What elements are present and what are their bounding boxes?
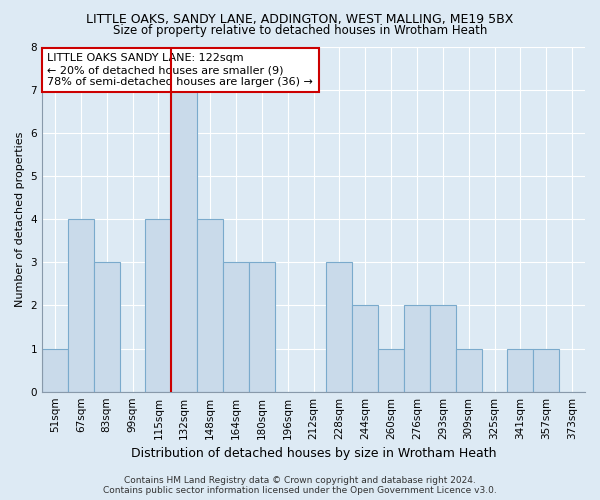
Text: Size of property relative to detached houses in Wrotham Heath: Size of property relative to detached ho…	[113, 24, 487, 37]
Bar	[352, 306, 378, 392]
Bar	[223, 262, 249, 392]
Bar	[249, 262, 275, 392]
Bar	[172, 90, 197, 392]
Bar	[42, 348, 68, 392]
Bar	[197, 219, 223, 392]
Text: LITTLE OAKS, SANDY LANE, ADDINGTON, WEST MALLING, ME19 5BX: LITTLE OAKS, SANDY LANE, ADDINGTON, WEST…	[86, 12, 514, 26]
Bar	[533, 348, 559, 392]
Bar	[508, 348, 533, 392]
Bar	[68, 219, 94, 392]
Bar	[145, 219, 172, 392]
Bar	[404, 306, 430, 392]
Bar	[378, 348, 404, 392]
Bar	[326, 262, 352, 392]
Bar	[94, 262, 119, 392]
Y-axis label: Number of detached properties: Number of detached properties	[15, 132, 25, 307]
X-axis label: Distribution of detached houses by size in Wrotham Heath: Distribution of detached houses by size …	[131, 447, 496, 460]
Text: LITTLE OAKS SANDY LANE: 122sqm
← 20% of detached houses are smaller (9)
78% of s: LITTLE OAKS SANDY LANE: 122sqm ← 20% of …	[47, 54, 313, 86]
Bar	[456, 348, 482, 392]
Bar	[430, 306, 456, 392]
Text: Contains HM Land Registry data © Crown copyright and database right 2024.
Contai: Contains HM Land Registry data © Crown c…	[103, 476, 497, 495]
